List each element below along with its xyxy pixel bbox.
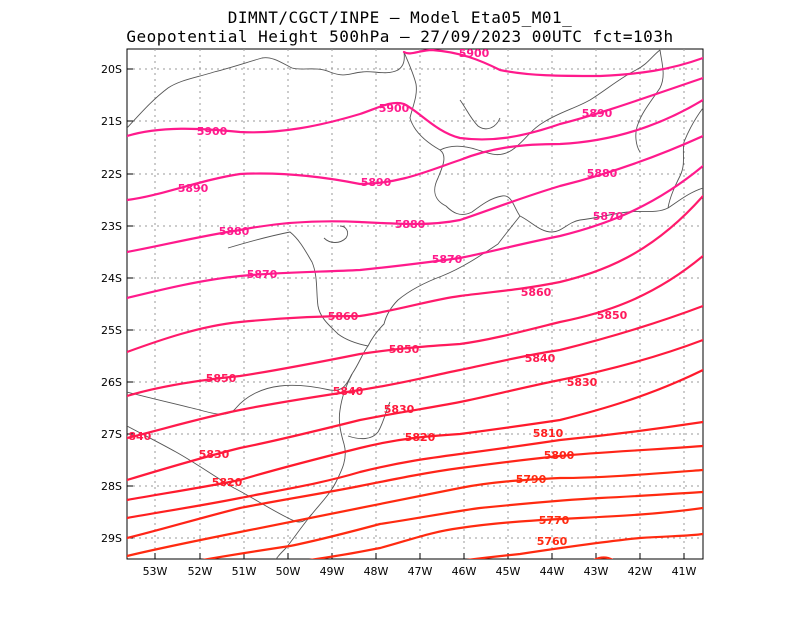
contour-5870 xyxy=(127,164,703,300)
contour-5750-fragment xyxy=(593,556,614,559)
lat-label: 24S xyxy=(101,272,122,285)
contour-label: 5790 xyxy=(516,473,547,486)
lat-label: 28S xyxy=(101,480,122,493)
geopotential-contours xyxy=(127,49,703,559)
contour-label: 5760 xyxy=(537,535,568,548)
contour-5880 xyxy=(127,134,703,254)
contour-5860 xyxy=(127,194,703,354)
contour-label: 5850 xyxy=(389,343,420,356)
contour-label: 5840 xyxy=(333,385,364,398)
contour-label: 5900 xyxy=(379,102,410,115)
contour-label: 5870 xyxy=(593,210,624,223)
lon-label: 42W xyxy=(628,565,653,578)
contour-5830 xyxy=(127,338,703,482)
lat-label: 20S xyxy=(101,63,122,76)
lat-label: 26S xyxy=(101,376,122,389)
contour-label: 5900 xyxy=(197,125,228,138)
lat-label: 22S xyxy=(101,168,122,181)
lat-label: 21S xyxy=(101,115,122,128)
lat-label: 27S xyxy=(101,428,122,441)
lon-label: 47W xyxy=(408,565,433,578)
contour-label: 5890 xyxy=(582,107,613,120)
contour-label: 5820 xyxy=(212,476,243,489)
contour-label: 5830 xyxy=(567,376,598,389)
lat-label: 25S xyxy=(101,324,122,337)
contour-label: 5880 xyxy=(219,225,250,238)
longitude-labels: 53W 52W 51W 50W 49W 48W 47W 46W 45W 44W … xyxy=(143,565,697,578)
contour-5780 xyxy=(201,490,703,559)
contour-5810 xyxy=(127,420,703,520)
contour-label: 5860 xyxy=(328,310,359,323)
lon-label: 44W xyxy=(540,565,565,578)
lat-label: 29S xyxy=(101,532,122,545)
lon-label: 51W xyxy=(232,565,257,578)
lon-label: 43W xyxy=(584,565,609,578)
lon-label: 41W xyxy=(672,565,697,578)
contour-label: 5880 xyxy=(395,218,426,231)
lat-label: 23S xyxy=(101,220,122,233)
axis-ticks xyxy=(127,68,685,559)
contour-5800 xyxy=(127,444,703,540)
contour-label: 5880 xyxy=(587,167,618,180)
contour-5820 xyxy=(127,368,703,502)
contour-5790 xyxy=(127,468,703,558)
lon-label: 52W xyxy=(188,565,213,578)
contour-label: 5840 xyxy=(121,430,152,443)
lon-label: 53W xyxy=(143,565,168,578)
map-title-line-2: Geopotential Height 500hPa – 27/09/2023 … xyxy=(126,27,674,46)
contour-label: 5850 xyxy=(597,309,628,322)
lon-label: 46W xyxy=(452,565,477,578)
contour-5760 xyxy=(465,532,703,559)
contour-labels: 5900 5900 5900 5890 5890 5890 5880 5880 … xyxy=(121,47,628,548)
contour-label: 5850 xyxy=(206,372,237,385)
map-title-line-1: DIMNT/CGCT/INPE – Model Eta05_M01_ xyxy=(227,8,573,27)
lon-label: 50W xyxy=(276,565,301,578)
contour-label: 5900 xyxy=(459,47,490,60)
contour-5850 xyxy=(127,254,703,398)
lon-label: 48W xyxy=(364,565,389,578)
contour-5900 xyxy=(127,76,703,141)
contour-label: 5890 xyxy=(361,176,392,189)
contour-label: 5860 xyxy=(521,286,552,299)
contour-5890 xyxy=(127,98,703,202)
contour-5840 xyxy=(127,304,703,440)
lon-label: 45W xyxy=(496,565,521,578)
contour-label: 5870 xyxy=(432,253,463,266)
contour-label: 5830 xyxy=(199,448,230,461)
coastline-and-borders xyxy=(127,49,703,559)
contour-5900-north xyxy=(402,49,703,78)
contour-label: 5870 xyxy=(247,268,278,281)
contour-label: 5830 xyxy=(384,403,415,416)
latitude-labels: 20S 21S 22S 23S 24S 25S 26S 27S 28S 29S xyxy=(101,63,122,545)
graticule xyxy=(127,49,703,559)
contour-label: 5820 xyxy=(405,431,436,444)
contour-label: 5890 xyxy=(178,182,209,195)
contour-label: 5810 xyxy=(533,427,564,440)
contour-5770 xyxy=(308,506,703,559)
contour-label: 5800 xyxy=(544,449,575,462)
lon-label: 49W xyxy=(320,565,345,578)
contour-label: 5770 xyxy=(539,514,570,527)
contour-label: 5840 xyxy=(525,352,556,365)
